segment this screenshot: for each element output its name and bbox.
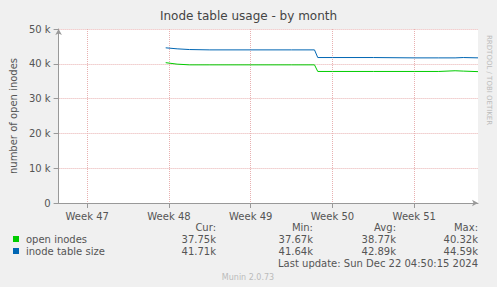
svg-text:Max:: Max: [454, 222, 478, 233]
svg-text:Inode table usage - by month: Inode table usage - by month [160, 9, 337, 23]
svg-text:37.67k: 37.67k [279, 234, 314, 245]
svg-text:Week 49: Week 49 [229, 211, 272, 222]
svg-text:20 k: 20 k [29, 128, 51, 139]
svg-text:10 k: 10 k [29, 163, 51, 174]
svg-text:44.59k: 44.59k [444, 246, 479, 257]
svg-text:41.64k: 41.64k [279, 246, 314, 257]
svg-text:42.89k: 42.89k [362, 246, 397, 257]
svg-text:Week 47: Week 47 [66, 211, 109, 222]
svg-text:41.71k: 41.71k [182, 246, 217, 257]
svg-text:40.32k: 40.32k [444, 234, 479, 245]
svg-text:Munin 2.0.73: Munin 2.0.73 [222, 273, 274, 282]
svg-text:0: 0 [44, 198, 50, 209]
svg-text:Min:: Min: [292, 222, 313, 233]
svg-text:Avg:: Avg: [374, 222, 396, 233]
svg-text:38.77k: 38.77k [362, 234, 397, 245]
svg-text:Last update: Sun Dec 22 04:50:: Last update: Sun Dec 22 04:50:15 2024 [278, 258, 478, 269]
svg-text:Week 50: Week 50 [311, 211, 354, 222]
svg-text:30 k: 30 k [29, 93, 51, 104]
svg-text:RRDTOOL / TOBI OETIKER: RRDTOOL / TOBI OETIKER [485, 35, 493, 125]
svg-text:40 k: 40 k [29, 58, 51, 69]
svg-text:open inodes: open inodes [26, 234, 87, 245]
svg-text:Week 48: Week 48 [147, 211, 190, 222]
svg-text:50 k: 50 k [29, 24, 51, 35]
svg-text:inode table size: inode table size [26, 246, 105, 257]
svg-text:number of open inodes: number of open inodes [8, 58, 19, 174]
svg-text:37.75k: 37.75k [182, 234, 217, 245]
svg-text:Cur:: Cur: [195, 222, 216, 233]
svg-text:Week 51: Week 51 [393, 211, 436, 222]
